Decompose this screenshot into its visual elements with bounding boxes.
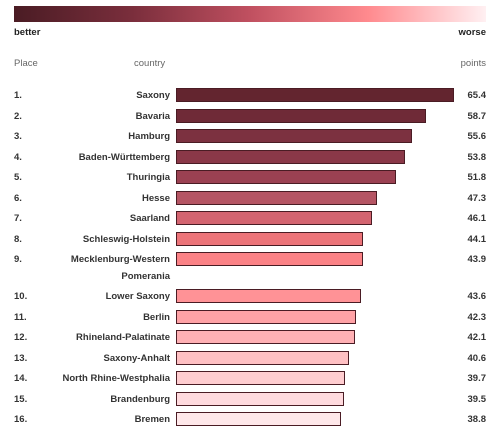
country-label: Lower Saxony xyxy=(105,291,170,302)
country-label: Brandenburg xyxy=(110,394,170,405)
bar xyxy=(176,351,349,365)
place-label: 3. xyxy=(14,131,22,142)
country-label: Thuringia xyxy=(126,172,170,183)
place-label: 14. xyxy=(14,373,28,384)
place-column-header: Place xyxy=(14,58,38,69)
place-label: 4. xyxy=(14,152,22,163)
value-label: 43.9 xyxy=(467,254,487,265)
value-label: 40.6 xyxy=(467,353,487,364)
place-label: 16. xyxy=(14,414,28,425)
country-label: Rhineland-Palatinate xyxy=(76,332,170,343)
place-label: 2. xyxy=(14,111,22,122)
place-label: 7. xyxy=(14,213,22,224)
value-label: 43.6 xyxy=(467,291,487,302)
place-label: 11. xyxy=(14,312,27,323)
color-scale-legend xyxy=(14,6,486,22)
value-label: 39.5 xyxy=(467,394,487,405)
bar xyxy=(176,392,344,406)
bar xyxy=(176,150,405,164)
country-label: North Rhine-Westphalia xyxy=(62,373,171,384)
value-label: 58.7 xyxy=(467,111,487,122)
place-label: 5. xyxy=(14,172,22,183)
points-column-header: points xyxy=(460,58,486,69)
bar xyxy=(176,232,364,246)
better-label: better xyxy=(14,27,41,38)
place-label: 13. xyxy=(14,353,28,364)
country-label: Saarland xyxy=(129,213,170,224)
country-label: Schleswig-Holstein xyxy=(82,234,170,245)
value-label: 51.8 xyxy=(467,172,487,183)
value-label: 39.7 xyxy=(467,373,487,384)
place-label: 12. xyxy=(14,332,28,343)
value-label: 47.3 xyxy=(467,193,487,204)
bar xyxy=(176,252,363,266)
worse-label: worse xyxy=(458,27,486,38)
value-label: 42.3 xyxy=(467,312,487,323)
value-label: 44.1 xyxy=(467,234,487,245)
place-label: 6. xyxy=(14,193,22,204)
country-label: Berlin xyxy=(143,312,170,323)
country-label: Hesse xyxy=(142,193,170,204)
value-label: 42.1 xyxy=(467,332,487,343)
bar xyxy=(176,109,426,123)
bar xyxy=(176,211,372,225)
place-label: 15. xyxy=(14,394,28,405)
country-label: Saxony xyxy=(136,90,170,101)
value-label: 65.4 xyxy=(467,90,487,101)
country-label: Mecklenburg-Western Pomerania xyxy=(70,254,170,282)
value-label: 55.6 xyxy=(467,131,487,142)
bar xyxy=(176,310,356,324)
country-label: Bavaria xyxy=(135,111,170,122)
country-label: Baden-Württemberg xyxy=(78,152,170,163)
place-label: 1. xyxy=(14,90,22,101)
bar xyxy=(176,191,378,205)
bar xyxy=(176,88,454,102)
bar xyxy=(176,412,341,426)
bar xyxy=(176,129,413,143)
value-label: 53.8 xyxy=(467,152,487,163)
bar xyxy=(176,371,345,385)
bar xyxy=(176,170,397,184)
color-scale-gradient xyxy=(14,6,486,22)
country-label: Saxony-Anhalt xyxy=(103,353,170,364)
country-label: Hamburg xyxy=(128,131,170,142)
country-column-header: country xyxy=(134,58,166,69)
place-label: 10. xyxy=(14,291,28,302)
place-label: 9. xyxy=(14,254,22,265)
value-label: 46.1 xyxy=(467,213,487,224)
bar xyxy=(176,330,355,344)
value-label: 38.8 xyxy=(467,414,487,425)
place-label: 8. xyxy=(14,234,22,245)
bar xyxy=(176,289,362,303)
country-label: Bremen xyxy=(134,414,170,425)
